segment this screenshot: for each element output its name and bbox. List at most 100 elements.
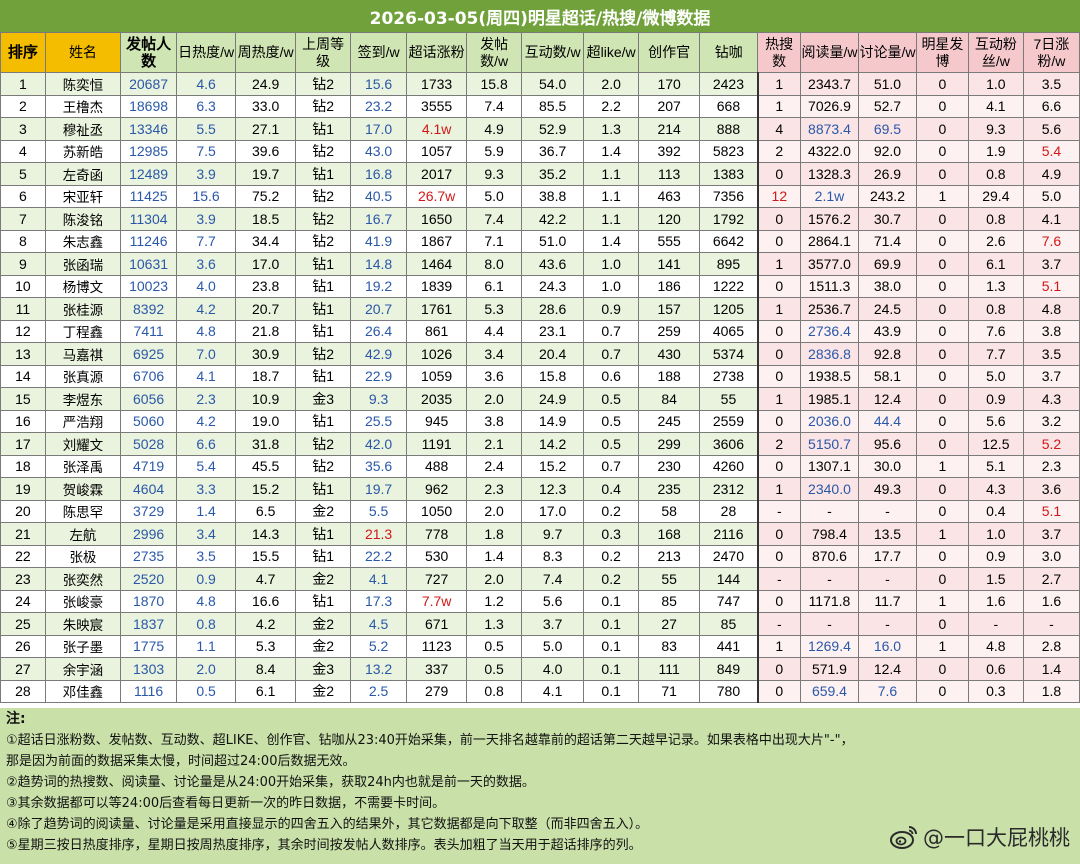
- cell-interactive-fans: 6.1: [967, 252, 1024, 276]
- cell-star-posts: 0: [915, 229, 969, 253]
- cell-interactions: 43.6: [521, 252, 585, 276]
- cell-interactive-fans: 7.6: [967, 319, 1024, 343]
- col-header-interactive-fans[interactable]: 互动粉丝/w: [967, 32, 1024, 73]
- cell-rank: 6: [0, 184, 46, 208]
- col-header-weekly-heat[interactable]: 周热度/w: [235, 32, 297, 73]
- cell-rank: 19: [0, 477, 46, 501]
- cell-rank: 7: [0, 207, 46, 231]
- cell-daily-heat: 6.6: [176, 432, 237, 456]
- cell-weekly-heat: 34.4: [235, 229, 297, 253]
- cell-superlike: 1.3: [583, 117, 640, 141]
- cell-supertopic-fans: 945: [406, 409, 468, 433]
- cell-discussions: 24.5: [857, 297, 917, 321]
- cell-rank: 4: [0, 139, 46, 163]
- cell-trending-count: 12: [756, 184, 801, 208]
- cell-level: 钻2: [295, 229, 352, 253]
- col-header-name[interactable]: 姓名: [44, 32, 122, 73]
- cell-7day-fans: 2.7: [1022, 567, 1080, 591]
- cell-supertopic-fans: 1839: [406, 274, 468, 298]
- table-row: 9 张函瑞 10631 3.6 17.0 钻1 14.8 1464 8.0 43.6 1.0 141 8…: [0, 252, 1080, 276]
- cell-7day-fans: 4.3: [1022, 387, 1080, 411]
- table-row: 6 宋亚轩 11425 15.6 75.2 钻2 40.5 26.7w 5.0 38.8 1.1 46…: [0, 184, 1080, 208]
- col-header-rank[interactable]: 排序: [0, 32, 46, 73]
- col-header-interactions[interactable]: 互动数/w: [521, 32, 585, 73]
- cell-7day-fans: 5.2: [1022, 432, 1080, 456]
- cell-superlike: 0.4: [583, 477, 640, 501]
- cell-reads: 1985.1: [799, 387, 859, 411]
- col-header-7day-fans[interactable]: 7日涨粉/w: [1022, 32, 1080, 73]
- col-header-diamond[interactable]: 钻咖: [699, 32, 759, 73]
- col-header-supertopic-fans[interactable]: 超话涨粉: [406, 32, 468, 73]
- cell-interactive-fans: 1.0: [967, 522, 1024, 546]
- col-header-last-week-level[interactable]: 上周等级: [295, 32, 352, 73]
- col-header-trending-count[interactable]: 热搜数: [757, 32, 801, 73]
- cell-supertopic-fans: 1650: [406, 207, 468, 231]
- cell-rank: 18: [0, 454, 46, 478]
- cell-supertopic-fans: 1733: [406, 72, 468, 96]
- cell-rank: 11: [0, 297, 46, 321]
- col-header-daily-heat[interactable]: 日热度/w: [176, 32, 237, 73]
- cell-name: 王橹杰: [44, 94, 122, 118]
- cell-supertopic-fans: 1057: [406, 139, 468, 163]
- cell-interactive-fans: 0.6: [967, 657, 1024, 681]
- cell-posts: 9.3: [466, 162, 523, 186]
- cell-supertopic-fans: 1026: [406, 342, 468, 366]
- cell-level: 金2: [295, 499, 352, 523]
- cell-interactive-fans: 4.8: [967, 634, 1024, 658]
- cell-discussions: 69.5: [857, 117, 917, 141]
- cell-7day-fans: 1.6: [1022, 589, 1080, 613]
- cell-superlike: 1.0: [583, 252, 640, 276]
- cell-discussions: -: [857, 499, 917, 523]
- cell-name: 张子墨: [44, 634, 122, 658]
- cell-creators: 555: [638, 229, 701, 253]
- cell-daily-heat: 3.5: [176, 544, 237, 568]
- cell-discussions: 12.4: [857, 387, 917, 411]
- cell-trending-count: 1: [756, 477, 801, 501]
- col-header-checkin[interactable]: 签到/w: [350, 32, 408, 73]
- cell-weekly-heat: 24.9: [235, 72, 297, 96]
- cell-reads: 4322.0: [799, 139, 859, 163]
- cell-creators: 84: [638, 387, 701, 411]
- cell-superlike: 0.3: [583, 522, 640, 546]
- cell-checkin: 2.5: [350, 679, 408, 703]
- cell-interactions: 15.2: [521, 454, 585, 478]
- cell-rank: 24: [0, 589, 46, 613]
- cell-weekly-heat: 10.9: [235, 387, 297, 411]
- col-header-posts[interactable]: 发帖数/w: [466, 32, 523, 73]
- cell-star-posts: 0: [915, 477, 969, 501]
- cell-7day-fans: 3.0: [1022, 544, 1080, 568]
- cell-discussions: 26.9: [857, 162, 917, 186]
- col-header-creators[interactable]: 创作官: [638, 32, 701, 73]
- cell-trending-count: -: [756, 567, 801, 591]
- cell-level: 钻1: [295, 252, 352, 276]
- col-header-superlike[interactable]: 超like/w: [583, 32, 640, 73]
- cell-level: 钻1: [295, 544, 352, 568]
- cell-superlike: 1.0: [583, 274, 640, 298]
- cell-trending-count: 0: [756, 589, 801, 613]
- cell-interactions: 12.3: [521, 477, 585, 501]
- cell-posters: 4719: [120, 454, 178, 478]
- cell-discussions: 58.1: [857, 364, 917, 388]
- col-header-posters[interactable]: 发帖人数: [120, 32, 178, 73]
- cell-supertopic-fans: 488: [406, 454, 468, 478]
- cell-diamond: 28: [699, 499, 759, 523]
- cell-posters: 6706: [120, 364, 178, 388]
- cell-posters: 12489: [120, 162, 178, 186]
- cell-level: 金3: [295, 657, 352, 681]
- cell-name: 宋亚轩: [44, 184, 122, 208]
- cell-name: 杨博文: [44, 274, 122, 298]
- col-header-reads[interactable]: 阅读量/w: [799, 32, 859, 73]
- col-header-star-posts[interactable]: 明星发博: [915, 32, 969, 73]
- cell-weekly-heat: 31.8: [235, 432, 297, 456]
- cell-diamond: 2470: [699, 544, 759, 568]
- cell-weekly-heat: 4.2: [235, 612, 297, 636]
- cell-7day-fans: 6.6: [1022, 94, 1080, 118]
- cell-name: 张极: [44, 544, 122, 568]
- note-line: ①超话日涨粉数、发帖数、互动数、超LIKE、创作官、钻咖从23:40开始采集，前…: [6, 733, 854, 748]
- col-header-discussions[interactable]: 讨论量/w: [857, 32, 917, 73]
- cell-creators: 83: [638, 634, 701, 658]
- cell-posts: 2.1: [466, 432, 523, 456]
- cell-weekly-heat: 6.5: [235, 499, 297, 523]
- cell-reads: -: [799, 567, 859, 591]
- cell-posts: 2.0: [466, 499, 523, 523]
